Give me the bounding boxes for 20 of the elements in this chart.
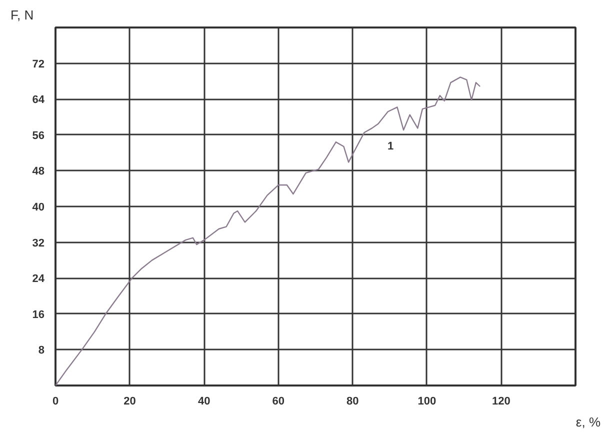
x-tick-label: 80 — [346, 396, 359, 408]
y-axis-title: F, N — [10, 8, 34, 22]
y-tick-label: 72 — [32, 58, 45, 70]
y-tick-label: 16 — [32, 308, 45, 321]
x-tick-label: 120 — [492, 396, 510, 408]
y-tick-label: 8 — [38, 344, 45, 357]
y-tick-label: 24 — [32, 273, 46, 286]
x-tick-label: 0 — [52, 396, 59, 408]
y-tick-label: 64 — [32, 94, 46, 106]
x-tick-label: 40 — [198, 396, 210, 408]
y-tick-label: 40 — [32, 202, 45, 214]
y-tick-label: 32 — [32, 237, 45, 250]
line-series — [56, 76, 480, 386]
x-tick-label: 60 — [272, 396, 284, 408]
x-tick-label: 100 — [418, 396, 436, 408]
y-tick-label: 48 — [32, 166, 45, 178]
x-tick-label: 20 — [124, 396, 136, 408]
x-axis-title: ε, % — [576, 414, 601, 430]
annotation: 1 — [387, 140, 394, 152]
y-tick-label: 56 — [32, 130, 45, 142]
